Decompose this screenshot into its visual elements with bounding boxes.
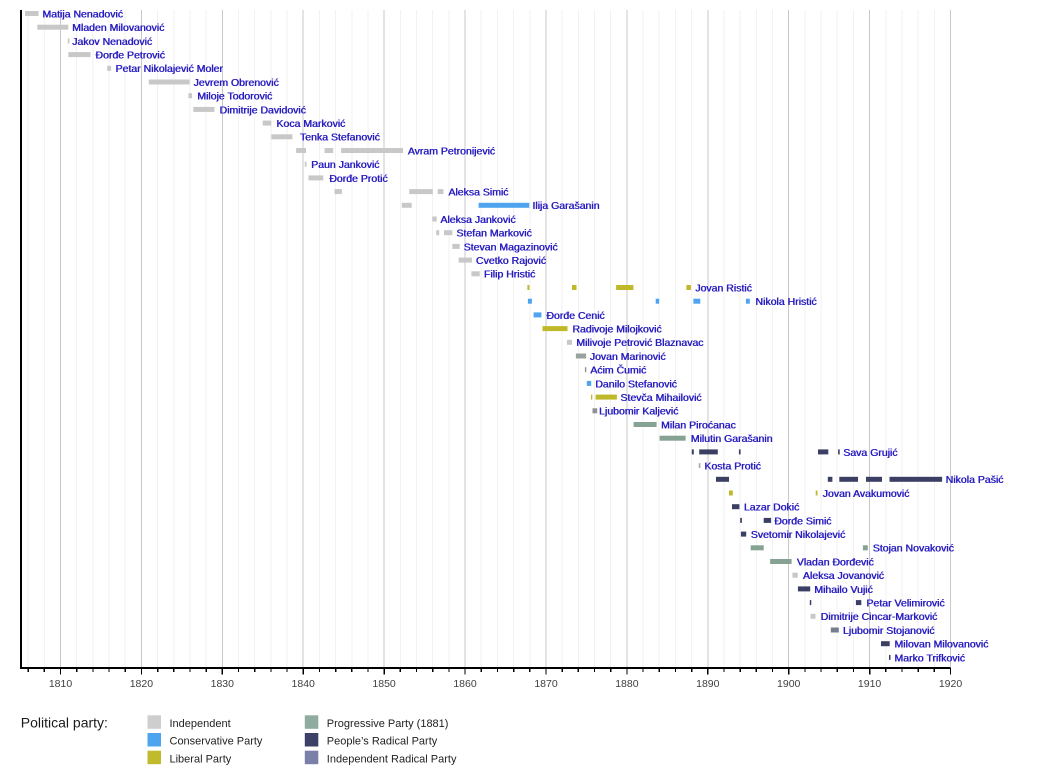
svg-text:Đorđe Cenić: Đorđe Cenić bbox=[546, 310, 604, 322]
svg-text:Tenka Stefanović: Tenka Stefanović bbox=[300, 132, 380, 144]
svg-text:Kosta Protić: Kosta Protić bbox=[704, 461, 761, 473]
svg-text:Independent: Independent bbox=[170, 718, 231, 730]
svg-text:1810: 1810 bbox=[49, 678, 73, 690]
svg-text:Filip Hristić: Filip Hristić bbox=[484, 269, 535, 281]
svg-text:Matija Nenadović: Matija Nenadović bbox=[42, 8, 123, 20]
svg-text:Conservative Party: Conservative Party bbox=[170, 736, 263, 748]
svg-text:Nikola Hristić: Nikola Hristić bbox=[755, 296, 816, 308]
svg-text:Aleksa Simić: Aleksa Simić bbox=[448, 187, 508, 199]
svg-text:Vladan Đorđević: Vladan Đorđević bbox=[797, 556, 874, 568]
svg-text:Koca Marković: Koca Marković bbox=[276, 118, 345, 130]
svg-text:Milovan Milovanović: Milovan Milovanović bbox=[894, 639, 988, 651]
svg-text:Milivoje Petrović Blaznavac: Milivoje Petrović Blaznavac bbox=[576, 337, 703, 349]
svg-text:Stojan Novaković: Stojan Novaković bbox=[873, 543, 954, 555]
svg-text:Political party:: Political party: bbox=[21, 715, 108, 731]
svg-text:Lazar Dokić: Lazar Dokić bbox=[744, 502, 799, 514]
svg-text:Paun Janković: Paun Janković bbox=[311, 159, 379, 171]
svg-text:Progressive Party (1881): Progressive Party (1881) bbox=[327, 718, 449, 730]
svg-text:Petar Nikolajević Moler: Petar Nikolajević Moler bbox=[115, 63, 223, 75]
svg-text:1880: 1880 bbox=[615, 678, 639, 690]
svg-text:Jakov Nenadović: Jakov Nenadović bbox=[72, 36, 152, 48]
svg-text:Miloje Todorović: Miloje Todorović bbox=[197, 91, 272, 103]
svg-text:1820: 1820 bbox=[130, 678, 154, 690]
svg-text:Đorđe Protić: Đorđe Protić bbox=[329, 173, 387, 185]
svg-text:Mihailo Vujić: Mihailo Vujić bbox=[814, 584, 873, 596]
svg-text:Cvetko Rajović: Cvetko Rajović bbox=[476, 255, 546, 267]
svg-text:Jevrem Obrenović: Jevrem Obrenović bbox=[193, 77, 278, 89]
svg-text:Ilija Garašanin: Ilija Garašanin bbox=[532, 200, 599, 212]
svg-text:Aćim Čumić: Aćim Čumić bbox=[590, 364, 646, 377]
svg-text:1860: 1860 bbox=[453, 678, 477, 690]
svg-text:Dimitrije Cincar-Marković: Dimitrije Cincar-Marković bbox=[821, 611, 938, 623]
svg-text:1910: 1910 bbox=[858, 678, 882, 690]
svg-text:Svetomir Nikolajević: Svetomir Nikolajević bbox=[751, 529, 846, 541]
svg-text:Danilo Stefanović: Danilo Stefanović bbox=[595, 378, 677, 390]
svg-text:Aleksa Jovanović: Aleksa Jovanović bbox=[803, 570, 884, 582]
svg-text:Jovan Avakumović: Jovan Avakumović bbox=[823, 488, 910, 500]
svg-text:Petar Velimirović: Petar Velimirović bbox=[866, 598, 944, 610]
svg-text:1890: 1890 bbox=[696, 678, 720, 690]
svg-text:Stevča Mihailović: Stevča Mihailović bbox=[620, 392, 701, 404]
svg-text:Aleksa Janković: Aleksa Janković bbox=[440, 214, 515, 226]
svg-text:1900: 1900 bbox=[777, 678, 801, 690]
svg-text:Stefan Marković: Stefan Marković bbox=[456, 228, 531, 240]
svg-text:Marko Trifković: Marko Trifković bbox=[894, 652, 965, 664]
svg-text:1850: 1850 bbox=[372, 678, 396, 690]
svg-text:Đorđe Petrović: Đorđe Petrović bbox=[95, 50, 164, 62]
svg-text:1870: 1870 bbox=[534, 678, 558, 690]
svg-text:Sava Grujić: Sava Grujić bbox=[843, 447, 897, 459]
svg-text:Dimitrije Davidović: Dimitrije Davidović bbox=[219, 104, 305, 116]
svg-text:People’s Radical Party: People’s Radical Party bbox=[327, 736, 438, 748]
svg-text:1920: 1920 bbox=[939, 678, 963, 690]
svg-text:Jovan Ristić: Jovan Ristić bbox=[695, 282, 752, 294]
svg-text:1840: 1840 bbox=[292, 678, 316, 690]
svg-text:Liberal Party: Liberal Party bbox=[170, 753, 232, 765]
svg-text:Independent Radical Party: Independent Radical Party bbox=[327, 753, 457, 765]
svg-text:Stevan Magazinović: Stevan Magazinović bbox=[464, 241, 558, 253]
svg-text:Nikola Pašić: Nikola Pašić bbox=[946, 474, 1004, 486]
svg-text:Milan Piroćanac: Milan Piroćanac bbox=[661, 419, 736, 431]
svg-text:Ljubomir Stojanović: Ljubomir Stojanović bbox=[843, 625, 935, 637]
svg-text:Mladen Milovanović: Mladen Milovanović bbox=[72, 22, 164, 34]
svg-text:Jovan Marinović: Jovan Marinović bbox=[590, 351, 666, 363]
svg-text:Avram Petronijević: Avram Petronijević bbox=[408, 145, 495, 157]
svg-text:1830: 1830 bbox=[211, 678, 235, 690]
svg-text:Radivoje Milojković: Radivoje Milojković bbox=[572, 324, 661, 336]
svg-text:Ljubomir Kaljević: Ljubomir Kaljević bbox=[599, 406, 678, 418]
svg-text:Milutin Garašanin: Milutin Garašanin bbox=[691, 433, 773, 445]
svg-text:Đorđe Simić: Đorđe Simić bbox=[774, 515, 831, 527]
